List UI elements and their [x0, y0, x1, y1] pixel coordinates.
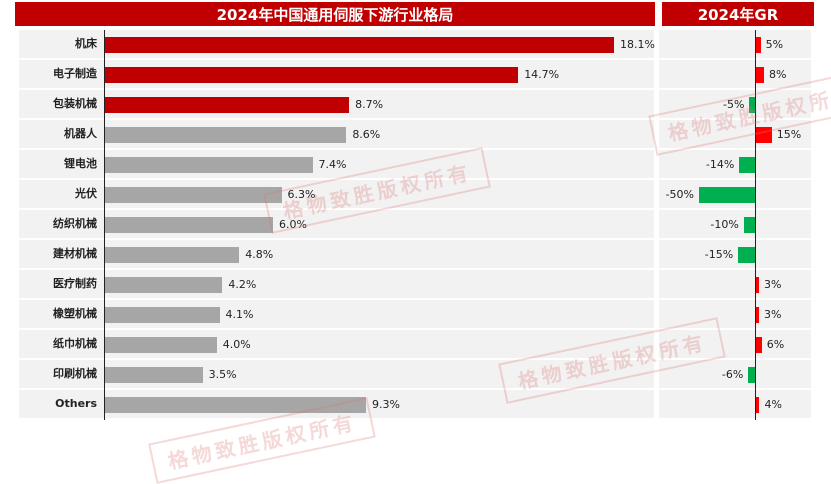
growth-value-label: -5% [722, 98, 745, 111]
growth-row: 3% [659, 300, 811, 328]
share-row: 印刷机械 3.5% [19, 360, 654, 388]
growth-row: -10% [659, 210, 811, 238]
share-value-label: 18.1% [620, 38, 655, 51]
category-label: 印刷机械 [53, 367, 97, 380]
share-value-label: 6.3% [287, 188, 316, 201]
growth-row: -15% [659, 240, 811, 268]
growth-bar [755, 307, 759, 323]
growth-row: -14% [659, 150, 811, 178]
share-bar [104, 67, 519, 83]
share-value-label: 4.2% [228, 278, 257, 291]
share-value-label: 4.8% [245, 248, 274, 261]
share-row: Others 9.3% [19, 390, 654, 418]
share-value-label: 9.3% [372, 398, 400, 411]
share-row: 包装机械 8.7% [19, 90, 654, 118]
share-row: 锂电池 7.4% [19, 150, 654, 178]
growth-bar [755, 127, 772, 143]
growth-row: 15% [659, 120, 811, 148]
growth-value-label: 15% [776, 128, 802, 141]
category-label: 纸巾机械 [53, 337, 97, 350]
share-row: 纸巾机械 4.0% [19, 330, 654, 358]
growth-bar [755, 277, 759, 293]
growth-value-label: -6% [721, 368, 744, 381]
share-bar [104, 397, 367, 413]
share-row: 纺织机械 6.0% [19, 210, 654, 238]
growth-value-label: -10% [710, 218, 739, 231]
share-bar [104, 277, 223, 293]
growth-bar [738, 247, 755, 263]
category-label: 锂电池 [64, 157, 97, 170]
share-value-label: 8.7% [355, 98, 384, 111]
category-label: Others [55, 397, 97, 410]
growth-bar [743, 217, 755, 233]
share-bar [104, 37, 614, 53]
growth-bar [749, 97, 755, 113]
share-row: 机床 18.1% [19, 30, 655, 58]
share-value-label: 7.4% [318, 158, 347, 171]
growth-value-label: 5% [765, 38, 784, 51]
share-row: 电子制造 14.7% [19, 60, 654, 88]
growth-row: 8% [659, 60, 811, 88]
share-axis [104, 30, 105, 420]
share-bar [104, 157, 313, 173]
share-bar [104, 337, 217, 353]
growth-bar-chart: 5% 8% -5% 15% -14% -50% -10% -15% 3% 3% 6% -6% 4% [659, 30, 811, 420]
category-label: 建材机械 [53, 247, 97, 260]
share-row: 橡塑机械 4.1% [19, 300, 654, 328]
growth-bar [739, 157, 755, 173]
share-bar [104, 247, 240, 263]
growth-bar [699, 187, 755, 203]
share-bar [104, 367, 203, 383]
growth-bar [755, 337, 762, 353]
growth-zero-axis [755, 30, 756, 420]
share-bar [104, 97, 350, 113]
growth-value-label: -50% [665, 188, 694, 201]
category-label: 电子制造 [53, 67, 97, 80]
share-row: 医疗制药 4.2% [19, 270, 654, 298]
growth-bar [755, 37, 761, 53]
share-chart-title: 2024年中国通用伺服下游行业格局 [15, 2, 655, 26]
growth-bar [755, 67, 764, 83]
growth-row: 3% [659, 270, 811, 298]
growth-value-label: -15% [704, 248, 734, 261]
share-row: 光伏 6.3% [19, 180, 654, 208]
share-bar [104, 307, 220, 323]
growth-value-label: 6% [766, 338, 785, 351]
category-label: 橡塑机械 [53, 307, 97, 320]
share-value-label: 4.1% [225, 308, 254, 321]
share-row: 机器人 8.6% [19, 120, 654, 148]
share-bar [104, 187, 282, 203]
growth-row: -5% [659, 90, 811, 118]
growth-value-label: 4% [764, 398, 782, 411]
growth-value-label: -14% [705, 158, 735, 171]
category-label: 纺织机械 [53, 217, 97, 230]
share-bar [104, 217, 274, 233]
share-value-label: 3.5% [208, 368, 237, 381]
growth-chart-title: 2024年GR [662, 2, 814, 26]
growth-bar [755, 397, 760, 413]
growth-value-label: 8% [768, 68, 787, 81]
growth-row: -50% [659, 180, 811, 208]
growth-bar [748, 367, 755, 383]
share-value-label: 14.7% [524, 68, 560, 81]
share-value-label: 8.6% [352, 128, 381, 141]
share-bar-chart: 机床 18.1% 电子制造 14.7% 包装机械 8.7% 机器人 8.6% 锂电池 7.4% 光伏… [19, 30, 655, 420]
growth-row: 6% [659, 330, 811, 358]
share-value-label: 6.0% [279, 218, 307, 231]
growth-row: -6% [659, 360, 811, 388]
growth-row: 5% [659, 30, 811, 58]
category-label: 机床 [75, 37, 97, 50]
category-label: 光伏 [75, 187, 97, 200]
category-label: 医疗制药 [53, 277, 97, 290]
category-label: 包装机械 [53, 97, 97, 110]
growth-value-label: 3% [764, 308, 782, 321]
growth-row: 4% [659, 390, 811, 418]
category-label: 机器人 [64, 127, 97, 140]
growth-value-label: 3% [764, 278, 782, 291]
share-bar [104, 127, 347, 143]
share-row: 建材机械 4.8% [19, 240, 654, 268]
share-value-label: 4.0% [222, 338, 251, 351]
